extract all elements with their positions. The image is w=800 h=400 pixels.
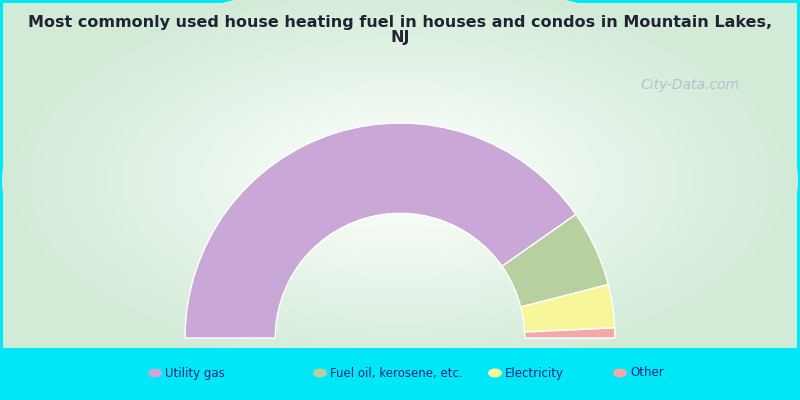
Ellipse shape	[82, 21, 718, 338]
Text: NJ: NJ	[390, 30, 410, 45]
Ellipse shape	[148, 368, 162, 378]
Ellipse shape	[613, 368, 627, 378]
Ellipse shape	[2, 0, 798, 378]
Ellipse shape	[386, 172, 414, 188]
Ellipse shape	[181, 71, 619, 289]
Wedge shape	[521, 284, 614, 332]
Ellipse shape	[247, 104, 553, 256]
Ellipse shape	[42, 2, 758, 358]
Ellipse shape	[366, 162, 434, 198]
Ellipse shape	[320, 140, 480, 220]
Text: Most commonly used house heating fuel in houses and condos in Mountain Lakes,: Most commonly used house heating fuel in…	[28, 15, 772, 30]
Ellipse shape	[62, 12, 738, 348]
Ellipse shape	[29, 0, 771, 365]
Ellipse shape	[48, 5, 752, 355]
Ellipse shape	[392, 176, 408, 184]
Ellipse shape	[300, 130, 500, 230]
Ellipse shape	[108, 34, 692, 326]
Ellipse shape	[359, 159, 441, 201]
Ellipse shape	[35, 0, 765, 362]
Text: Utility gas: Utility gas	[165, 366, 225, 380]
Ellipse shape	[260, 110, 540, 250]
Ellipse shape	[293, 126, 507, 234]
Ellipse shape	[399, 179, 401, 181]
Ellipse shape	[488, 368, 502, 378]
Ellipse shape	[154, 58, 646, 302]
Ellipse shape	[22, 0, 778, 368]
Ellipse shape	[141, 51, 659, 309]
Ellipse shape	[339, 150, 461, 210]
Ellipse shape	[94, 28, 706, 332]
Ellipse shape	[88, 25, 712, 335]
Ellipse shape	[68, 15, 732, 345]
Ellipse shape	[240, 100, 560, 260]
Bar	[3, 348, 797, 397]
Ellipse shape	[274, 117, 526, 243]
Ellipse shape	[55, 8, 745, 352]
Ellipse shape	[207, 84, 593, 276]
Text: Fuel oil, kerosene, etc.: Fuel oil, kerosene, etc.	[330, 366, 462, 380]
Ellipse shape	[313, 368, 327, 378]
Ellipse shape	[201, 80, 599, 280]
Ellipse shape	[234, 97, 566, 263]
Ellipse shape	[194, 77, 606, 283]
Ellipse shape	[373, 166, 427, 194]
Ellipse shape	[187, 74, 613, 286]
Ellipse shape	[353, 156, 447, 204]
Ellipse shape	[167, 64, 633, 296]
Text: Electricity: Electricity	[505, 366, 564, 380]
Ellipse shape	[313, 136, 487, 224]
Ellipse shape	[220, 90, 580, 270]
Ellipse shape	[9, 0, 791, 375]
Text: Other: Other	[630, 366, 664, 380]
Ellipse shape	[346, 153, 454, 207]
Ellipse shape	[280, 120, 520, 240]
Ellipse shape	[227, 94, 573, 266]
Ellipse shape	[15, 0, 785, 372]
Ellipse shape	[128, 44, 672, 316]
Ellipse shape	[306, 133, 494, 227]
Ellipse shape	[286, 123, 514, 237]
Ellipse shape	[379, 169, 421, 191]
Ellipse shape	[114, 38, 686, 322]
Ellipse shape	[161, 61, 639, 299]
Ellipse shape	[333, 146, 467, 214]
Wedge shape	[525, 328, 615, 338]
Ellipse shape	[214, 87, 586, 273]
Ellipse shape	[102, 31, 698, 329]
Ellipse shape	[121, 41, 679, 319]
Ellipse shape	[147, 54, 653, 306]
Ellipse shape	[326, 143, 474, 217]
Wedge shape	[185, 123, 576, 338]
Ellipse shape	[74, 18, 726, 342]
Text: City-Data.com: City-Data.com	[641, 78, 739, 92]
Ellipse shape	[266, 113, 534, 247]
Wedge shape	[502, 214, 608, 307]
Ellipse shape	[254, 107, 546, 253]
Ellipse shape	[134, 48, 666, 312]
Ellipse shape	[174, 67, 626, 293]
